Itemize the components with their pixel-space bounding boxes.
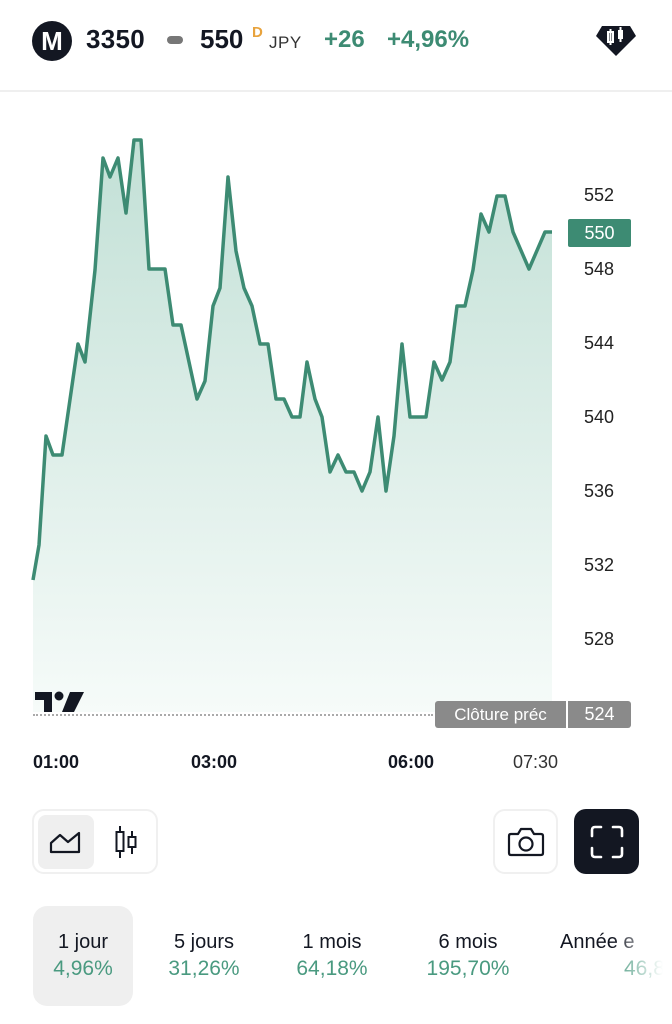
chart-type-toggle	[32, 809, 158, 874]
range-5-days[interactable]: 5 jours 31,26%	[168, 931, 240, 980]
range-1-day[interactable]: 1 jour 4,96%	[33, 906, 133, 1006]
area-chart-plot	[31, 138, 552, 712]
snapshot-button[interactable]	[493, 809, 558, 874]
candlestick-chart-button[interactable]	[98, 815, 154, 869]
prev-close-label: Clôture préc	[435, 701, 566, 728]
area-chart-icon	[49, 831, 81, 854]
company-logo: M	[32, 21, 72, 61]
y-tick: 552	[584, 185, 615, 205]
range-6-months[interactable]: 6 mois 195,70%	[426, 931, 510, 980]
y-tick: 532	[584, 555, 615, 575]
market-status-dash-icon	[167, 36, 183, 44]
last-price: 550	[200, 24, 244, 54]
delayed-data-marker: D	[252, 24, 263, 41]
candlestick-badge-icon[interactable]	[594, 20, 638, 60]
symbol-header: M 3350 550 D JPY +26 +4,96%	[0, 0, 672, 92]
camera-icon	[507, 827, 544, 856]
fullscreen-icon	[590, 825, 623, 858]
price-chart[interactable]: 552 550 548 544 540 536 532 528 Clôture …	[0, 0, 672, 772]
time-range-selector: 1 jour 4,96% 5 jours 31,26% 1 mois 64,18…	[0, 906, 672, 1008]
range-1-month[interactable]: 1 mois 64,18%	[296, 931, 368, 980]
area-chart-button[interactable]	[38, 815, 94, 869]
fullscreen-button[interactable]	[574, 809, 639, 874]
x-tick: 07:30	[513, 752, 559, 772]
y-tick: 540	[584, 407, 615, 427]
y-tick: 536	[584, 481, 615, 501]
price-change: +26	[324, 26, 365, 53]
x-tick: 06:00	[388, 752, 435, 772]
current-price-label: 550	[568, 219, 631, 247]
prev-close-line	[33, 714, 433, 716]
scroll-fade	[612, 906, 672, 1006]
symbol-code: 3350	[86, 24, 146, 54]
y-tick: 528	[584, 629, 615, 649]
prev-close-value: 524	[568, 701, 631, 728]
tradingview-logo-icon	[34, 690, 86, 714]
price-change-percent: +4,96%	[387, 26, 470, 53]
x-tick: 03:00	[191, 752, 238, 772]
y-tick: 544	[584, 333, 615, 353]
currency: JPY	[269, 33, 302, 52]
x-tick: 01:00	[33, 752, 80, 772]
y-tick: 548	[584, 259, 615, 279]
candlestick-icon	[115, 826, 137, 858]
